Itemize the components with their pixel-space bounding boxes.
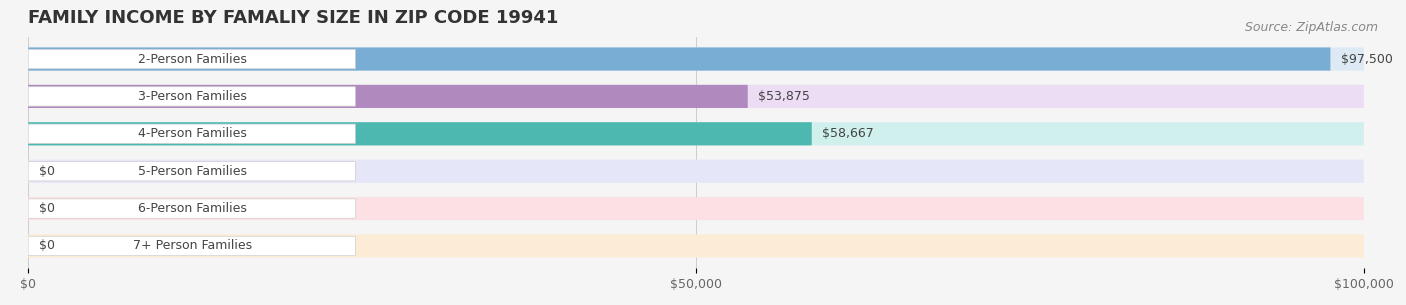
FancyBboxPatch shape	[28, 48, 1364, 71]
Text: $0: $0	[39, 202, 55, 215]
Text: 5-Person Families: 5-Person Families	[138, 165, 247, 178]
Text: FAMILY INCOME BY FAMALIY SIZE IN ZIP CODE 19941: FAMILY INCOME BY FAMALIY SIZE IN ZIP COD…	[28, 9, 558, 27]
Text: $58,667: $58,667	[823, 127, 875, 140]
FancyBboxPatch shape	[28, 85, 748, 108]
Text: 4-Person Families: 4-Person Families	[138, 127, 247, 140]
Text: $97,500: $97,500	[1341, 52, 1393, 66]
FancyBboxPatch shape	[28, 199, 356, 218]
Text: 3-Person Families: 3-Person Families	[138, 90, 247, 103]
Text: 7+ Person Families: 7+ Person Families	[132, 239, 252, 253]
Text: $0: $0	[39, 165, 55, 178]
Text: $53,875: $53,875	[758, 90, 810, 103]
FancyBboxPatch shape	[28, 49, 356, 69]
Text: 6-Person Families: 6-Person Families	[138, 202, 247, 215]
FancyBboxPatch shape	[28, 122, 811, 145]
FancyBboxPatch shape	[28, 160, 1364, 183]
FancyBboxPatch shape	[28, 161, 356, 181]
FancyBboxPatch shape	[28, 124, 356, 144]
FancyBboxPatch shape	[28, 87, 356, 106]
FancyBboxPatch shape	[28, 197, 1364, 220]
Text: 2-Person Families: 2-Person Families	[138, 52, 247, 66]
FancyBboxPatch shape	[28, 48, 1330, 71]
Text: $0: $0	[39, 239, 55, 253]
FancyBboxPatch shape	[28, 85, 1364, 108]
FancyBboxPatch shape	[28, 122, 1364, 145]
FancyBboxPatch shape	[28, 234, 1364, 257]
FancyBboxPatch shape	[28, 236, 356, 256]
Text: Source: ZipAtlas.com: Source: ZipAtlas.com	[1244, 21, 1378, 34]
